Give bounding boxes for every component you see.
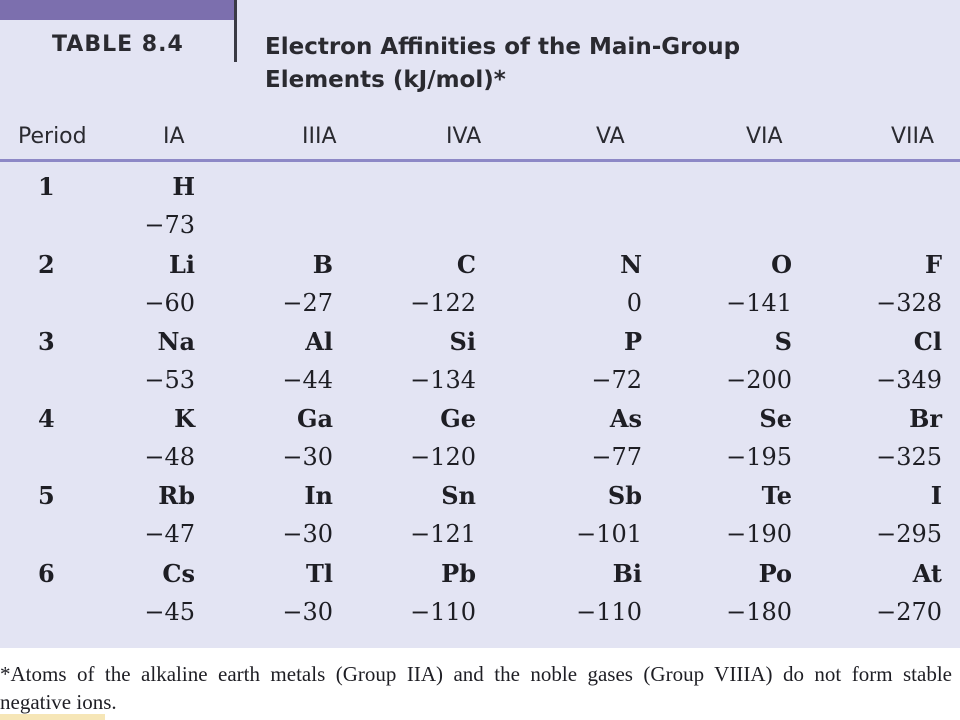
electron-affinity-value: −325 — [876, 443, 942, 471]
electron-affinity-value: −44 — [282, 366, 333, 394]
table-title-line1: Electron Affinities of the Main-Group — [265, 34, 741, 60]
period-number: 6 — [38, 559, 55, 588]
electron-affinity-value: −72 — [591, 366, 642, 394]
element-symbol: K — [174, 404, 195, 433]
element-symbol: F — [924, 250, 942, 279]
element-symbol: P — [623, 327, 642, 356]
electron-affinity-value: −30 — [282, 598, 333, 626]
electron-affinity-value: −122 — [410, 289, 476, 317]
element-symbol: Al — [305, 327, 333, 356]
electron-affinity-value: −110 — [410, 598, 476, 626]
electron-affinity-value: −110 — [576, 598, 642, 626]
element-symbol: As — [609, 404, 642, 433]
electron-affinity-value: −270 — [876, 598, 942, 626]
electron-affinity-value: −200 — [726, 366, 792, 394]
table-title: Electron Affinities of the Main-Group El… — [265, 31, 765, 97]
electron-affinity-value: −328 — [876, 289, 942, 317]
electron-affinity-value: −195 — [726, 443, 792, 471]
element-symbol: H — [172, 172, 195, 201]
electron-affinity-value: −295 — [876, 520, 942, 548]
electron-affinity-value: −53 — [144, 366, 195, 394]
electron-affinity-value: −349 — [876, 366, 942, 394]
element-symbol: Rb — [158, 481, 195, 510]
electron-affinity-value: 0 — [626, 289, 642, 317]
electron-affinity-value: −47 — [144, 520, 195, 548]
footnote-line2: negative ions. — [0, 690, 117, 714]
period-number: 2 — [38, 250, 55, 279]
element-symbol: Cs — [162, 559, 195, 588]
electron-affinity-value: −77 — [591, 443, 642, 471]
element-symbol: Se — [759, 404, 792, 433]
element-symbol: Ge — [440, 404, 476, 433]
electron-affinity-value: −45 — [144, 598, 195, 626]
period-number: 5 — [38, 481, 55, 510]
header-divider — [234, 0, 237, 62]
element-symbol: Sb — [607, 481, 642, 510]
element-symbol: Cl — [913, 327, 942, 356]
element-symbol: O — [771, 250, 792, 279]
electron-affinity-value: −190 — [726, 520, 792, 548]
element-symbol: Br — [909, 404, 942, 433]
electron-affinity-value: −134 — [410, 366, 476, 394]
electron-affinity-value: −120 — [410, 443, 476, 471]
electron-affinity-value: −101 — [576, 520, 642, 548]
footnote-line1: *Atoms of the alkaline earth metals (Gro… — [0, 662, 952, 686]
element-symbol: Pb — [441, 559, 476, 588]
accent-tab — [0, 0, 236, 20]
element-symbol: Tl — [306, 559, 333, 588]
column-header-viia: VIIA — [891, 124, 935, 149]
electron-affinity-value: −30 — [282, 443, 333, 471]
table-title-line2: Elements (kJ/mol)* — [265, 67, 506, 93]
electron-affinity-value: −30 — [282, 520, 333, 548]
column-header-period: Period — [18, 124, 87, 149]
period-number: 3 — [38, 327, 55, 356]
corner-mark — [0, 714, 105, 720]
element-symbol: At — [912, 559, 942, 588]
electron-affinity-value: −27 — [282, 289, 333, 317]
electron-affinity-value: −48 — [144, 443, 195, 471]
element-symbol: Na — [157, 327, 196, 356]
element-symbol: Sn — [441, 481, 476, 510]
electron-affinity-value: −180 — [726, 598, 792, 626]
column-header-ia: IA — [163, 124, 185, 149]
element-symbol: Bi — [612, 559, 642, 588]
column-header-iva: IVA — [446, 124, 482, 149]
period-number: 1 — [38, 172, 55, 201]
table-panel: TABLE 8.4 Electron Affinities of the Mai… — [0, 0, 960, 648]
footnote: *Atoms of the alkaline earth metals (Gro… — [0, 660, 952, 716]
element-symbol: Ga — [296, 404, 333, 433]
element-symbol: S — [774, 327, 792, 356]
element-symbol: In — [304, 481, 333, 510]
element-symbol: C — [456, 250, 476, 279]
element-symbol: Po — [758, 559, 792, 588]
table-label: TABLE 8.4 — [52, 32, 184, 57]
column-header-via: VIA — [746, 124, 783, 149]
electron-affinity-value: −60 — [144, 289, 195, 317]
element-symbol: Te — [761, 481, 792, 510]
electron-affinity-value: −73 — [144, 211, 195, 239]
element-symbol: N — [620, 250, 642, 279]
column-header-iiia: IIIA — [302, 124, 337, 149]
column-header-va: VA — [596, 124, 625, 149]
electron-affinity-value: −141 — [726, 289, 792, 317]
element-symbol: B — [312, 250, 333, 279]
element-symbol: Li — [169, 250, 195, 279]
period-number: 4 — [38, 404, 55, 433]
element-symbol: I — [930, 481, 942, 510]
element-symbol: Si — [449, 327, 476, 356]
electron-affinity-value: −121 — [410, 520, 476, 548]
header-rule — [0, 159, 960, 162]
